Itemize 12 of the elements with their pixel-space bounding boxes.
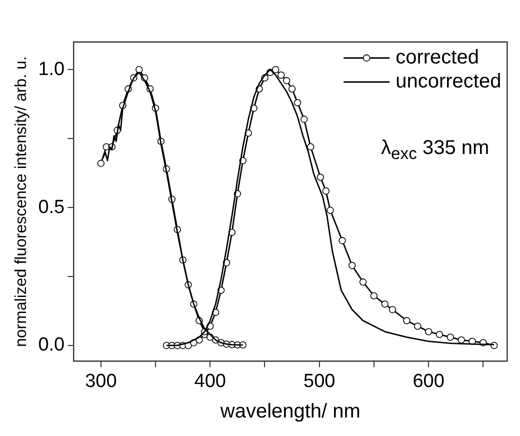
annotation: λ$_{exc}$ 335 nm [381, 137, 490, 164]
y-tick-label: 1.0 [38, 58, 65, 80]
y-tick-label: 0.0 [38, 334, 65, 356]
legend-label: uncorrected [396, 70, 502, 93]
x-tick-label: 600 [412, 370, 444, 392]
legend-label: corrected [396, 46, 479, 69]
y-tick-label: 0.5 [38, 196, 65, 218]
x-axis-title: wavelength/ nm [219, 400, 360, 423]
y-axis-title: normalized fluorescence intensity/ arb. u. [13, 56, 30, 348]
x-tick-label: 400 [194, 370, 226, 392]
x-tick-label: 500 [303, 370, 336, 392]
x-tick-label: 300 [85, 370, 117, 392]
